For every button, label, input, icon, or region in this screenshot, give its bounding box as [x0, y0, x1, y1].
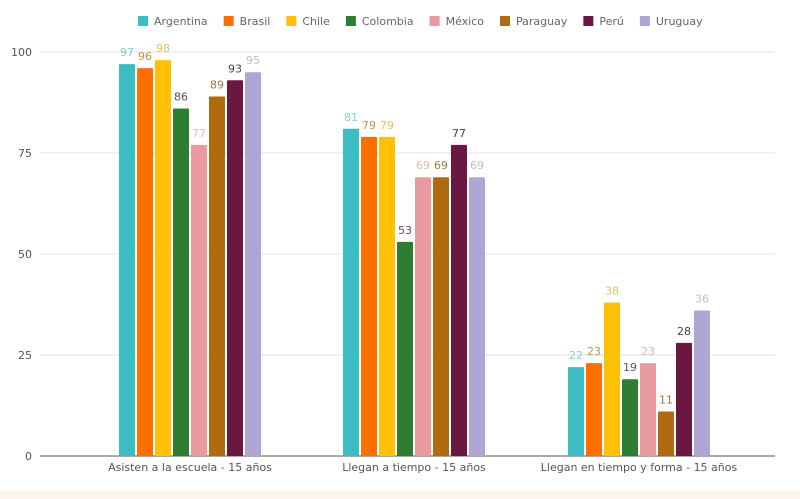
data-label: 19	[623, 361, 637, 374]
bar	[640, 363, 656, 456]
bar	[622, 379, 638, 456]
data-label: 38	[605, 284, 619, 297]
bar	[433, 177, 449, 457]
bar	[155, 60, 171, 457]
data-label: 96	[138, 50, 152, 63]
data-label: 79	[362, 119, 376, 132]
legend-swatch	[138, 16, 148, 26]
data-label: 36	[695, 293, 709, 306]
bar	[137, 68, 153, 456]
data-label: 23	[641, 345, 655, 358]
bar	[604, 302, 620, 456]
legend-swatch	[583, 16, 594, 26]
data-label: 53	[398, 224, 412, 237]
data-label: 86	[174, 91, 188, 104]
bar	[227, 80, 243, 456]
legend-label: Uruguay	[656, 15, 703, 28]
bar	[191, 144, 207, 457]
legend-label: Colombia	[362, 15, 414, 28]
legend-swatch	[223, 16, 234, 26]
bar	[173, 108, 189, 456]
data-label: 95	[246, 54, 260, 67]
data-label: 69	[416, 159, 430, 172]
legend-label: México	[446, 15, 485, 28]
y-tick-label: 100	[11, 46, 32, 59]
data-label: 23	[587, 345, 601, 358]
bottom-band	[0, 491, 800, 499]
bar	[451, 144, 467, 457]
bar	[568, 367, 584, 456]
x-tick-label: Llegan en tiempo y forma - 15 años	[541, 461, 738, 474]
x-tick-label: Asisten a la escuela - 15 años	[108, 461, 272, 474]
legend-label: Perú	[599, 15, 624, 28]
data-label: 89	[210, 78, 224, 91]
data-label: 11	[659, 394, 673, 407]
data-label: 93	[228, 62, 242, 75]
legend-swatch	[429, 16, 440, 26]
bar	[676, 342, 692, 456]
legend-label: Argentina	[154, 15, 208, 28]
bar	[119, 64, 135, 457]
bar	[245, 72, 261, 456]
legend-swatch	[345, 16, 356, 26]
data-label: 98	[156, 42, 170, 55]
legend-swatch	[639, 16, 650, 26]
y-tick-label: 50	[18, 248, 32, 261]
legend-swatch	[500, 16, 510, 26]
legend-swatch	[286, 16, 297, 26]
data-label: 77	[452, 127, 466, 140]
legend-label: Brasil	[240, 15, 271, 28]
bar	[658, 411, 674, 456]
y-tick-label: 75	[18, 147, 32, 160]
bar	[343, 128, 359, 456]
bar	[397, 241, 413, 456]
bar	[469, 177, 485, 457]
bar	[586, 363, 602, 456]
y-tick-label: 25	[18, 349, 32, 362]
bar	[694, 310, 710, 456]
x-tick-label: Llegan a tiempo - 15 años	[342, 461, 486, 474]
bar	[209, 96, 225, 456]
legend-label: Paraguay	[516, 15, 568, 28]
data-label: 69	[434, 159, 448, 172]
bar	[379, 136, 395, 456]
data-label: 81	[344, 111, 358, 124]
data-label: 79	[380, 119, 394, 132]
data-label: 28	[677, 325, 691, 338]
y-tick-label: 0	[25, 450, 32, 463]
data-label: 22	[569, 349, 583, 362]
data-label: 69	[470, 159, 484, 172]
bar	[361, 136, 377, 456]
data-label: 97	[120, 46, 134, 59]
bar	[415, 177, 431, 457]
legend-label: Chile	[302, 15, 330, 28]
data-label: 77	[192, 127, 206, 140]
